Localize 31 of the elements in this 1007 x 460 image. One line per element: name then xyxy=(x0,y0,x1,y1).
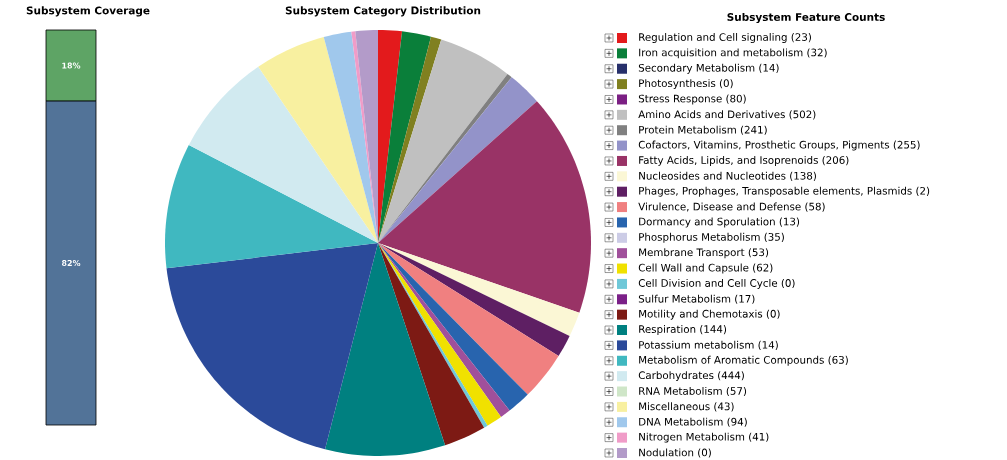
legend-label: Fatty Acids, Lipids, and Isoprenoids (206) xyxy=(639,155,849,166)
legend-label: Respiration (144) xyxy=(639,325,727,335)
legend-label: Cell Division and Cell Cycle (0) xyxy=(638,278,795,289)
legend-label: Phages, Prophages, Transposable elements, Plasmids (2) xyxy=(639,186,930,197)
legend-label: Virulence, Disease and Defense (58) xyxy=(638,202,825,212)
legend-label: Stress Response (80) xyxy=(638,94,746,105)
legend-label: Protein Metabolism (241) xyxy=(639,125,767,135)
legend-label: Metabolism of Aromatic Compounds (63) xyxy=(639,355,848,366)
legend-label: Iron acquisition and metabolism (32) xyxy=(639,48,827,59)
legend-label: Potassium metabolism (14) xyxy=(639,340,778,350)
legend-label: Nodulation (0) xyxy=(639,448,711,458)
legend-label: DNA Metabolism (94) xyxy=(639,417,747,427)
chart-title: Subsystem Category Distribution xyxy=(285,6,481,17)
legend-label: Cell Wall and Capsule (62) xyxy=(638,263,773,274)
legend-label: Sulfur Metabolism (17) xyxy=(638,294,755,304)
chart-title: Subsystem Coverage xyxy=(26,6,150,17)
legend-title: Subsystem Feature Counts xyxy=(727,12,885,24)
legend-label: Photosynthesis (0) xyxy=(639,79,733,90)
legend-label: Membrane Transport (53) xyxy=(639,248,769,259)
legend-label: Dormancy and Sporulation (13) xyxy=(639,217,800,228)
legend-label: Cofactors, Vitamins, Prosthetic Groups, Pigments (255) xyxy=(638,140,920,151)
legend-label: Miscellaneous (43) xyxy=(639,402,734,412)
legend-label: Secondary Metabolism (14) xyxy=(638,63,779,74)
legend-label: Motility and Chemotaxis (0) xyxy=(639,309,780,320)
legend-label: Nucleosides and Nucleotides (138) xyxy=(639,171,816,181)
legend-label: Phosphorus Metabolism (35) xyxy=(639,232,784,243)
legend-label: Amino Acids and Derivatives (502) xyxy=(638,110,816,120)
legend-label: Regulation and Cell signaling (23) xyxy=(639,33,811,43)
legend-label: Carbohydrates (444) xyxy=(638,371,744,382)
legend-label: RNA Metabolism (57) xyxy=(639,386,747,397)
legend-label: Nitrogen Metabolism (41) xyxy=(639,432,769,443)
